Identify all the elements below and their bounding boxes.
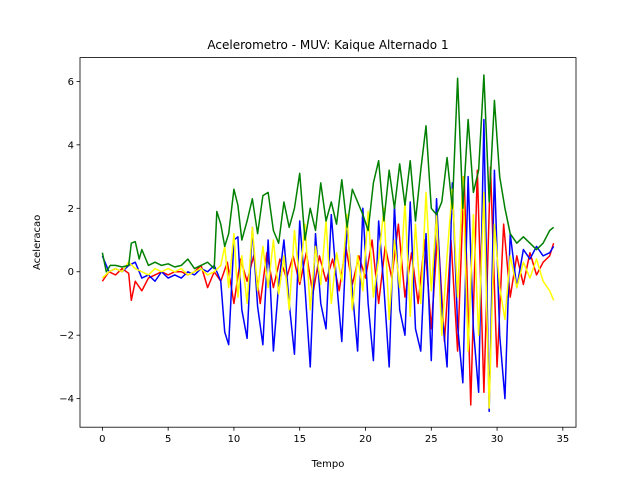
series-line-1 — [101, 166, 555, 406]
y-tick-label: 2 — [68, 204, 74, 215]
y-axis: −4 −2 0 2 4 6 — [59, 77, 80, 405]
series-line-4 — [101, 74, 555, 273]
x-tick-label: 20 — [359, 434, 372, 445]
x-tick-label: 10 — [228, 434, 241, 445]
chart-title: Acelerometro - MUV: Kaique Alternado 1 — [207, 38, 448, 52]
y-axis-label: Aceleracao — [32, 215, 43, 270]
y-tick-label: −4 — [59, 394, 74, 405]
series-line-3 — [101, 175, 555, 409]
series-layer — [101, 74, 555, 413]
plot-frame — [79, 57, 577, 428]
x-axis-label: Tempo — [311, 459, 345, 470]
x-tick-label: 35 — [556, 434, 569, 445]
y-tick-label: 4 — [68, 140, 74, 151]
y-tick-label: 6 — [68, 77, 74, 88]
y-tick-label: 0 — [68, 267, 74, 278]
x-tick-label: 30 — [491, 434, 504, 445]
x-tick-label: 0 — [99, 434, 105, 445]
x-tick-label: 25 — [425, 434, 438, 445]
x-tick-label: 5 — [165, 434, 171, 445]
x-tick-label: 15 — [293, 434, 306, 445]
x-axis: 0 5 10 15 20 25 30 35 — [99, 427, 569, 445]
y-tick-label: −2 — [59, 331, 74, 342]
